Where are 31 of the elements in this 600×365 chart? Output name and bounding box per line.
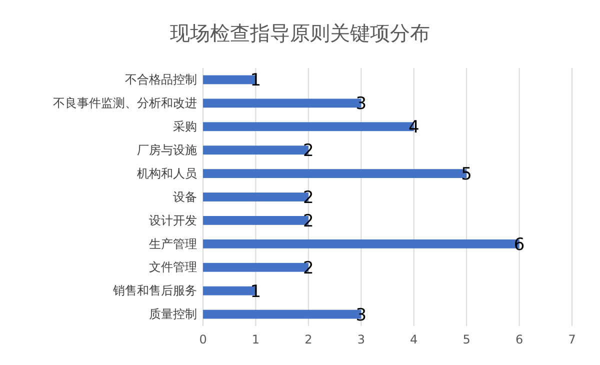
data-label: 3 (356, 305, 367, 326)
x-tick-label: 4 (410, 332, 418, 347)
x-tick-label: 7 (568, 332, 576, 347)
data-label: 2 (303, 188, 314, 208)
x-tick-label: 6 (515, 332, 524, 347)
y-tick-label: 销售和售后服务 (112, 284, 197, 298)
data-label: 5 (461, 164, 472, 185)
x-tick-label: 0 (199, 332, 207, 347)
data-label: 6 (514, 234, 525, 255)
data-label: 2 (303, 211, 314, 232)
x-tick-label: 1 (252, 332, 260, 347)
x-tick-label: 3 (357, 332, 365, 347)
data-label: 2 (303, 258, 314, 278)
data-label: 3 (356, 94, 367, 114)
y-tick-label: 机构和人员 (137, 166, 197, 180)
x-tick-label: 2 (304, 332, 312, 347)
y-tick-label: 厂房与设施 (137, 142, 197, 157)
data-label: 4 (408, 118, 420, 138)
data-label: 1 (250, 282, 262, 302)
y-tick-label: 不合格品控制 (125, 72, 197, 87)
data-label: 1 (250, 70, 262, 91)
y-tick-label: 设备 (173, 190, 197, 204)
y-tick-label: 采购 (173, 119, 197, 134)
chart-title: 现场检查指导原则关键项分布 (170, 21, 430, 45)
x-tick-label: 5 (462, 332, 470, 347)
y-tick-label: 不良事件监测、分析和改进 (53, 96, 197, 110)
y-tick-label: 设计开发 (149, 213, 197, 228)
data-label: 2 (303, 141, 314, 162)
y-tick-label: 生产管理 (149, 236, 197, 251)
y-tick-label: 文件管理 (149, 260, 197, 274)
y-tick-label: 质量控制 (149, 307, 197, 322)
